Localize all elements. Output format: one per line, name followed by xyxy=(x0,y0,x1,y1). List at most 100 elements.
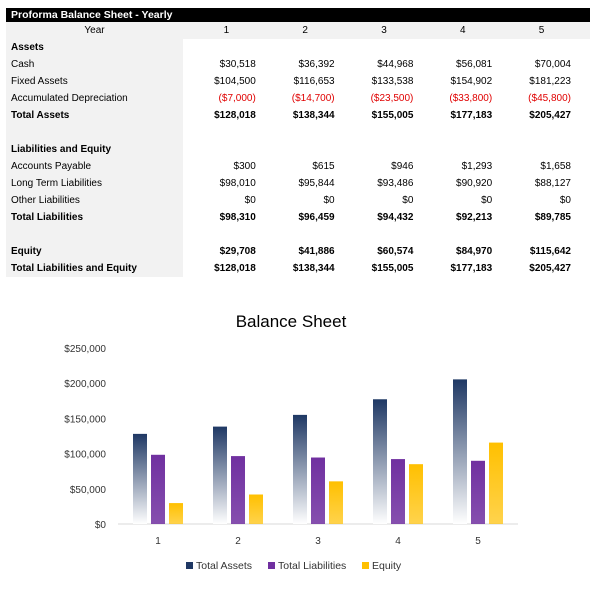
value-cell xyxy=(262,141,341,158)
row-label: Total Assets xyxy=(6,107,183,124)
value-cell: $89,785 xyxy=(534,212,571,223)
legend-label: Total Liabilities xyxy=(278,560,346,572)
y-tick-label: $200,000 xyxy=(64,379,106,390)
value-cell xyxy=(419,124,498,141)
table-row: Liabilities and Equity xyxy=(6,141,590,158)
value-cell: $29,708 xyxy=(219,246,256,257)
year-header-cell: 3 xyxy=(381,25,387,36)
value-cell: $93,486 xyxy=(377,178,414,189)
value-cell: $154,902 xyxy=(450,76,493,87)
value-cell: $205,427 xyxy=(529,110,571,121)
bar-total-liabilities xyxy=(391,459,405,524)
value-cell xyxy=(183,226,262,243)
balance-sheet-table: Proforma Balance Sheet - Yearly Year 1 2… xyxy=(6,8,590,277)
bar-total-liabilities xyxy=(151,454,165,524)
value-cell: $36,392 xyxy=(298,59,335,70)
value-cell: $0 xyxy=(402,195,414,206)
value-cell xyxy=(419,39,498,56)
value-cell: $138,344 xyxy=(292,110,335,121)
chart-legend: Total Assets Total Liabilities Equity xyxy=(186,560,402,572)
table-row: Accounts Payable $300 $615 $946 $1,293 $1,658 xyxy=(6,158,590,175)
value-cell xyxy=(341,141,420,158)
legend-label: Total Assets xyxy=(196,560,252,572)
spacer-row xyxy=(6,124,590,141)
value-cell: $177,183 xyxy=(450,263,493,274)
value-cell: $300 xyxy=(233,161,256,172)
row-label: Fixed Assets xyxy=(6,73,183,90)
value-cell: $0 xyxy=(244,195,256,206)
row-label: Equity xyxy=(6,243,183,260)
year-header-cell: 4 xyxy=(460,25,466,36)
balance-sheet-chart: Balance Sheet $0$50,000$100,000$150,000$… xyxy=(64,312,518,572)
value-cell: $115,642 xyxy=(529,246,571,257)
value-cell: $0 xyxy=(559,195,571,206)
value-cell: $70,004 xyxy=(534,59,571,70)
row-label: Liabilities and Equity xyxy=(6,141,183,158)
value-cell: $98,310 xyxy=(219,212,256,223)
bar-total-assets xyxy=(373,399,387,524)
value-cell: $104,500 xyxy=(214,76,256,87)
year-header-row: Year 1 2 3 4 5 xyxy=(6,22,590,39)
bar-total-liabilities xyxy=(231,456,245,524)
row-label xyxy=(6,124,183,141)
table-row: Equity $29,708 $41,886 $60,574 $84,970 $115,6… xyxy=(6,243,590,260)
value-cell xyxy=(419,226,498,243)
x-tick-label: 5 xyxy=(475,536,481,547)
bar-equity xyxy=(249,494,263,524)
y-tick-label: $50,000 xyxy=(70,485,107,496)
value-cell: $1,658 xyxy=(540,161,571,172)
value-cell: $90,920 xyxy=(456,178,493,189)
value-cell: ($33,800) xyxy=(449,93,493,104)
spacer-row xyxy=(6,226,590,243)
value-cell: $128,018 xyxy=(214,110,256,121)
year-header-cell: 5 xyxy=(538,25,545,36)
value-cell xyxy=(262,124,341,141)
y-tick-label: $0 xyxy=(95,520,107,531)
bar-equity xyxy=(489,442,503,524)
row-label: Total Liabilities and Equity xyxy=(6,260,183,277)
value-cell xyxy=(262,39,341,56)
chart-title: Balance Sheet xyxy=(236,312,347,331)
year-header-cell: 1 xyxy=(223,25,230,36)
row-label: Long Term Liabilities xyxy=(6,175,183,192)
year-header-cell: 2 xyxy=(302,25,308,36)
value-cell xyxy=(341,39,420,56)
value-cell: $92,213 xyxy=(456,212,493,223)
x-axis: 1 2 3 4 5 xyxy=(155,536,481,547)
value-cell: ($7,000) xyxy=(218,93,256,104)
value-cell xyxy=(183,141,262,158)
bar-total-assets xyxy=(133,433,147,524)
value-cell: ($45,800) xyxy=(528,93,571,104)
value-cell: $1,293 xyxy=(461,161,493,172)
row-label xyxy=(6,226,183,243)
value-cell xyxy=(183,124,262,141)
bar-group xyxy=(133,379,503,524)
legend-label: Equity xyxy=(372,560,402,572)
x-tick-label: 4 xyxy=(395,536,401,547)
row-label: Cash xyxy=(6,56,183,73)
value-cell: $44,968 xyxy=(377,59,414,70)
row-label: Accounts Payable xyxy=(6,158,183,175)
legend-swatch xyxy=(268,562,275,569)
value-cell: $30,518 xyxy=(219,59,256,70)
value-cell: $0 xyxy=(481,195,493,206)
bar-total-assets xyxy=(213,426,227,524)
value-cell: $84,970 xyxy=(456,246,493,257)
bar-equity xyxy=(409,464,423,524)
value-cell: $0 xyxy=(323,195,335,206)
value-cell xyxy=(498,226,577,243)
y-tick-label: $100,000 xyxy=(64,450,106,461)
value-cell: $94,432 xyxy=(377,212,414,223)
x-tick-label: 3 xyxy=(315,536,321,547)
legend-swatch xyxy=(362,562,369,569)
table-body: Assets Cash $30,518 $36,392 $44,968 $56,081 $7… xyxy=(6,39,590,277)
value-cell xyxy=(262,226,341,243)
value-cell xyxy=(498,141,577,158)
table-row: Fixed Assets $104,500 $116,653 $133,538 $154… xyxy=(6,73,590,90)
value-cell: $116,653 xyxy=(293,76,335,87)
value-cell: $177,183 xyxy=(450,110,493,121)
value-cell: $133,538 xyxy=(371,76,414,87)
value-cell: $88,127 xyxy=(534,178,571,189)
value-cell: $155,005 xyxy=(371,110,414,121)
table-row: Total Liabilities $98,310 $96,459 $94,432 $9… xyxy=(6,209,590,226)
